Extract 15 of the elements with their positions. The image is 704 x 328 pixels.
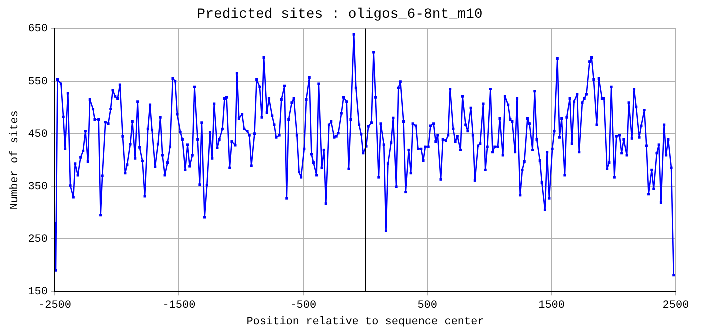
y-tick-label: 150 xyxy=(28,286,48,299)
x-axis-title: Position relative to sequence center xyxy=(246,316,484,328)
y-tick-label: 350 xyxy=(28,181,48,194)
y-tick-label: 550 xyxy=(28,76,48,88)
x-tick-label: 1500 xyxy=(538,300,566,312)
chart-title: Predicted sites : oligos_6-8nt_m10 xyxy=(197,7,483,24)
x-tick-label: 2500 xyxy=(662,300,690,312)
x-tick-label: -2500 xyxy=(38,300,72,312)
y-axis-title: Number of sites xyxy=(10,110,22,210)
x-tick-label: -1500 xyxy=(162,300,196,312)
x-tick-label: -500 xyxy=(290,300,317,312)
y-tick-label: 250 xyxy=(28,234,48,246)
y-tick-label: 450 xyxy=(28,128,48,141)
x-tick-label: 500 xyxy=(418,300,438,312)
y-tick-label: 650 xyxy=(28,24,48,36)
